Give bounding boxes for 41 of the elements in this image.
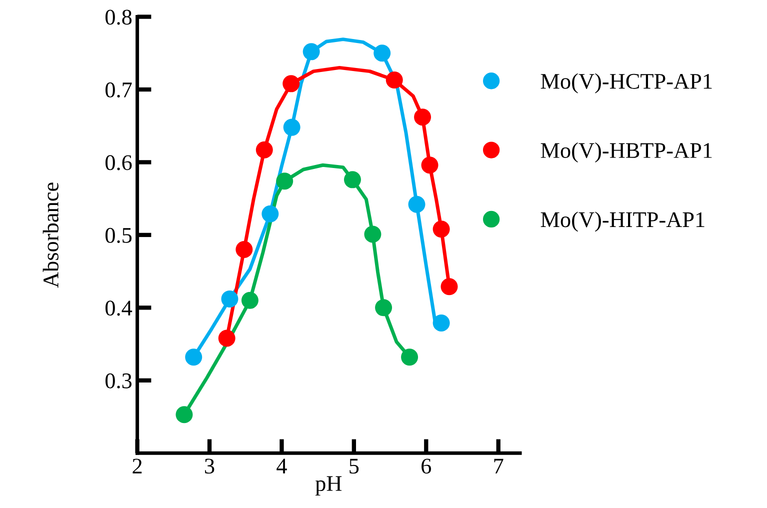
- point: [276, 172, 294, 190]
- point: [176, 406, 193, 424]
- y-tick-label: 0.4: [106, 300, 132, 316]
- y-tick-label: 0.5: [106, 228, 132, 243]
- x-tick-label: 4: [276, 458, 287, 474]
- point: [283, 118, 300, 136]
- x-tick-label: 3: [205, 458, 214, 474]
- point: [421, 156, 438, 174]
- point: [432, 220, 450, 238]
- point: [241, 292, 258, 309]
- point: [218, 330, 236, 347]
- point: [185, 348, 202, 366]
- point: [408, 196, 426, 213]
- point: [401, 348, 418, 366]
- legend-label: Mo(V)-HBTP-AP1: [540, 142, 712, 163]
- y-axis-title: Absorbance: [42, 182, 58, 288]
- point: [440, 278, 458, 296]
- point: [282, 75, 300, 92]
- point: [236, 240, 253, 258]
- point: [432, 314, 450, 332]
- y-tick-label: 0.8: [106, 10, 132, 25]
- point: [414, 108, 432, 126]
- y-tick-label: 0.6: [106, 155, 132, 170]
- y-tick-label: 0.3: [106, 373, 132, 388]
- x-tick-label: 6: [422, 458, 432, 474]
- point: [262, 205, 279, 222]
- x-tick-label: 2: [132, 458, 142, 474]
- legend-label: Mo(V)-HITP-AP1: [540, 212, 704, 232]
- y-tick-label: 0.7: [106, 82, 132, 98]
- point: [256, 141, 273, 158]
- x-tick-label: 5: [350, 458, 359, 474]
- point: [375, 299, 392, 316]
- point: [386, 72, 403, 89]
- point: [302, 43, 320, 60]
- x-axis-title: pH: [315, 476, 342, 496]
- point: [364, 226, 382, 243]
- legend-label: Mo(V)-HCTP-AP1: [540, 73, 712, 94]
- x-tick-label: 7: [494, 458, 504, 474]
- point: [221, 290, 238, 308]
- point: [374, 44, 391, 62]
- point: [344, 171, 361, 188]
